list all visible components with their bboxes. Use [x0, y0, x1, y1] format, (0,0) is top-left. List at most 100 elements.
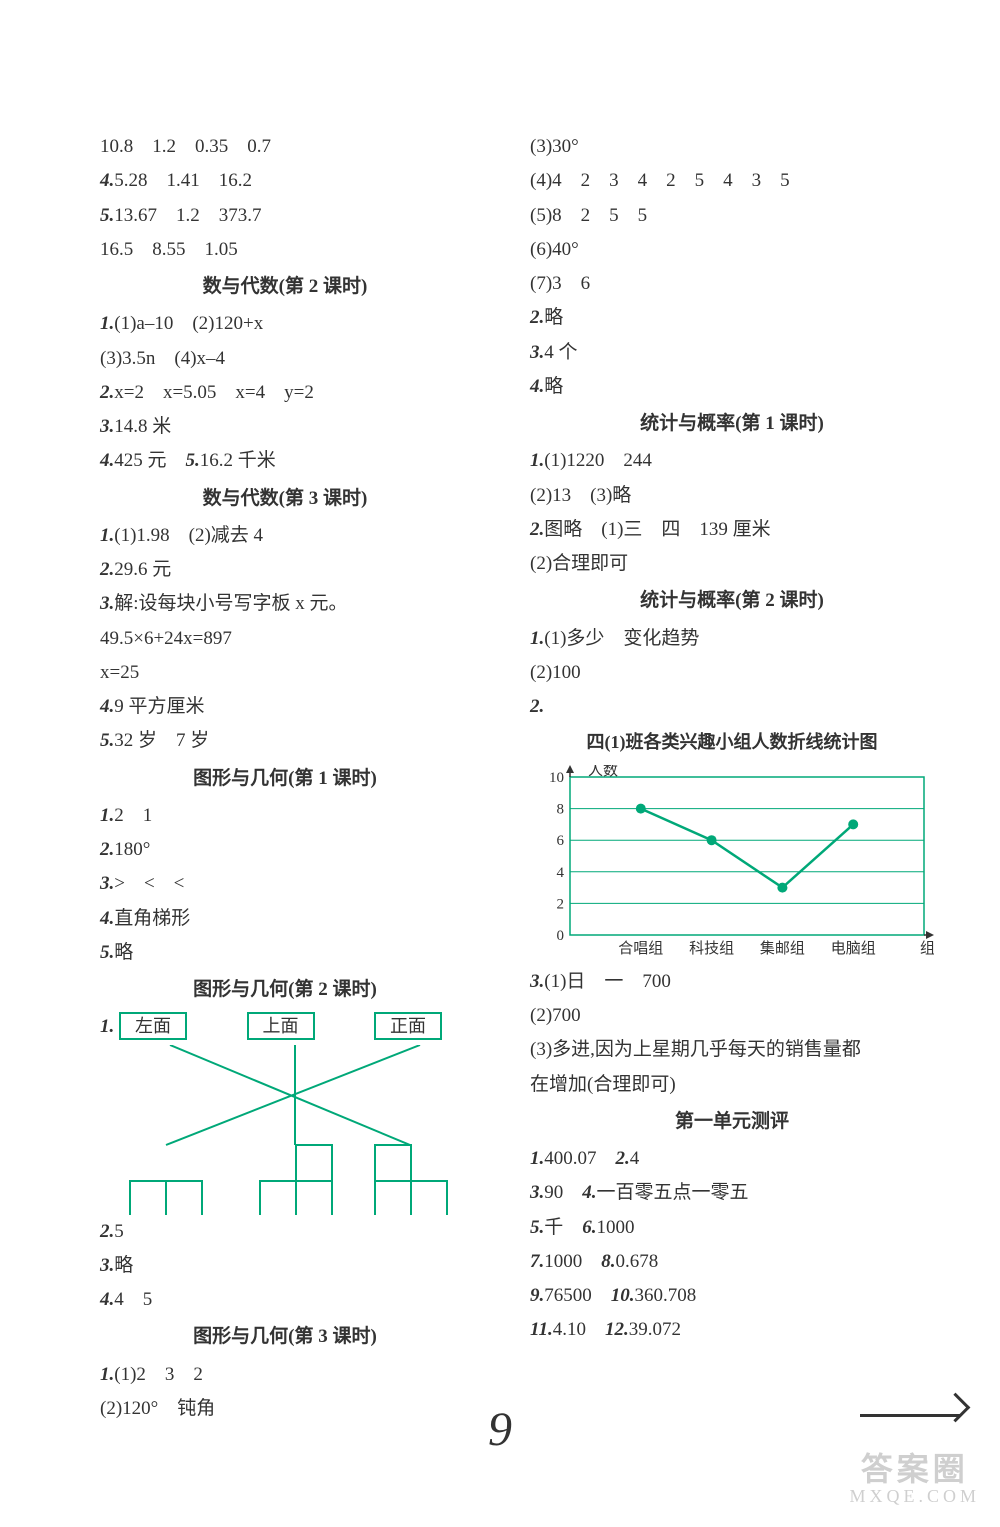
text-line: 4.425 元 5.16.2 千米 — [100, 444, 470, 477]
item-text: 9 平方厘米 — [114, 696, 204, 717]
item-number: 3. — [100, 873, 114, 894]
text-line: 9.76500 10.360.708 — [530, 1279, 934, 1312]
item-number: 7. — [530, 1251, 544, 1272]
text-line: (2)700 — [530, 999, 934, 1032]
item-number: 4. — [530, 376, 544, 397]
svg-text:合唱组: 合唱组 — [618, 940, 663, 957]
text-line: 1.2 1 — [100, 799, 470, 832]
item-number: 8. — [601, 1251, 615, 1272]
svg-text:2: 2 — [557, 896, 565, 912]
item-text: 360.708 — [635, 1285, 697, 1306]
section-heading: 数与代数(第 3 课时) — [100, 482, 470, 515]
matching-diagram — [110, 1045, 470, 1215]
item-text: (1)多少 变化趋势 — [544, 628, 699, 649]
item-number: 1. — [100, 1016, 114, 1037]
item-text: 5.28 1.41 16.2 — [114, 170, 252, 191]
corner-decoration — [860, 1403, 960, 1417]
view-label-top: 上面 — [247, 1012, 315, 1040]
line-chart-svg: 0246810人数合唱组科技组集邮组电脑组组别 — [534, 765, 934, 965]
item-number: 3. — [100, 593, 114, 614]
line-chart: 0246810人数合唱组科技组集邮组电脑组组别 — [534, 765, 934, 965]
item-text: (1)a–10 (2)120+x — [114, 313, 263, 334]
item-text: > < < — [114, 873, 184, 894]
text-line: (2)合理即可 — [530, 547, 934, 580]
item-text: 5 — [114, 1221, 124, 1242]
text-line: (2)120° 钝角 — [100, 1392, 470, 1425]
item-number: 3. — [530, 1182, 544, 1203]
item-number: 5. — [100, 942, 114, 963]
item-number: 2. — [530, 307, 544, 328]
item-text: 32 岁 7 岁 — [114, 730, 209, 751]
text-line: 2.x=2 x=5.05 x=4 y=2 — [100, 376, 470, 409]
text-line: 在增加(合理即可) — [530, 1068, 934, 1101]
item-text: 13.67 1.2 373.7 — [114, 205, 261, 226]
item-number: 1. — [100, 805, 114, 826]
item-text: 4 个 — [544, 342, 577, 363]
watermark: 答案圈 MXQE.COM — [849, 1444, 980, 1507]
item-number: 1. — [530, 450, 544, 471]
item-number: 4. — [100, 450, 114, 471]
item-text: 14.8 米 — [114, 416, 171, 437]
text-line: (2)13 (3)略 — [530, 479, 934, 512]
item-number: 11. — [530, 1319, 553, 1340]
item-number: 5. — [530, 1217, 544, 1238]
item-number: 1. — [100, 525, 114, 546]
text-line: 5.略 — [100, 936, 470, 969]
item-text: 略 — [544, 376, 563, 397]
two-column-layout: 10.8 1.2 0.35 0.7 4.5.28 1.41 16.2 5.13.… — [100, 130, 920, 1330]
item-text: (1)1.98 (2)减去 4 — [114, 525, 263, 546]
svg-text:4: 4 — [557, 865, 565, 881]
text-line: 2.180° — [100, 833, 470, 866]
text-line: 11.4.10 12.39.072 — [530, 1313, 934, 1346]
item-text: 16.2 千米 — [200, 450, 276, 471]
item-number: 1. — [530, 1148, 544, 1169]
svg-text:科技组: 科技组 — [689, 940, 734, 957]
item-number: 4. — [100, 1289, 114, 1310]
item-number: 12. — [605, 1319, 629, 1340]
text-line: (3)多进,因为上星期几乎每天的销售量都 — [530, 1033, 934, 1066]
svg-text:组别: 组别 — [920, 940, 934, 957]
item-number: 5. — [186, 450, 200, 471]
view-label-front: 正面 — [374, 1012, 442, 1040]
item-text: 4 — [630, 1148, 640, 1169]
item-number: 1. — [100, 1364, 114, 1385]
text-line: (3)3.5n (4)x–4 — [100, 342, 470, 375]
text-line: 5.13.67 1.2 373.7 — [100, 199, 470, 232]
text-line: (3)30° — [530, 130, 934, 163]
chart-title: 四(1)班各类兴趣小组人数折线统计图 — [530, 727, 934, 759]
text-line: (7)3 6 — [530, 267, 934, 300]
text-line: 2. — [530, 690, 934, 723]
text-line: (4)4 2 3 4 2 5 4 3 5 — [530, 164, 934, 197]
text-line: 3.14.8 米 — [100, 410, 470, 443]
svg-text:0: 0 — [557, 928, 565, 944]
text-line: 3.90 4.一百零五点一零五 — [530, 1176, 934, 1209]
page-number: 9 — [488, 1402, 512, 1457]
text-line: (2)100 — [530, 656, 934, 689]
text-line: 1.(1)1.98 (2)减去 4 — [100, 519, 470, 552]
view-label-left: 左面 — [119, 1012, 187, 1040]
svg-text:8: 8 — [557, 801, 565, 817]
item-number: 2. — [530, 519, 544, 540]
watermark-url: MXQE.COM — [849, 1486, 980, 1507]
item-text: 4 5 — [114, 1289, 152, 1310]
item-number: 4. — [582, 1182, 596, 1203]
text-line: 2.略 — [530, 301, 934, 334]
text-line: 4.直角梯形 — [100, 902, 470, 935]
text-line: 1.(1)2 3 2 — [100, 1358, 470, 1391]
item-text: 1000 — [544, 1251, 601, 1272]
watermark-title: 答案圈 — [849, 1444, 980, 1490]
item-number: 1. — [530, 628, 544, 649]
item-text: 千 — [544, 1217, 582, 1238]
item-text: 略 — [114, 942, 133, 963]
item-text: 29.6 元 — [114, 559, 171, 580]
text-line: 3.4 个 — [530, 336, 934, 369]
item-number: 2. — [100, 839, 114, 860]
item-number: 3. — [530, 342, 544, 363]
item-text: 直角梯形 — [114, 908, 190, 929]
item-number: 3. — [530, 971, 544, 992]
text-line: (6)40° — [530, 233, 934, 266]
item-text: 4.10 — [553, 1319, 605, 1340]
text-line: x=25 — [100, 656, 470, 689]
item-number: 3. — [100, 1255, 114, 1276]
item-number: 5. — [100, 205, 114, 226]
